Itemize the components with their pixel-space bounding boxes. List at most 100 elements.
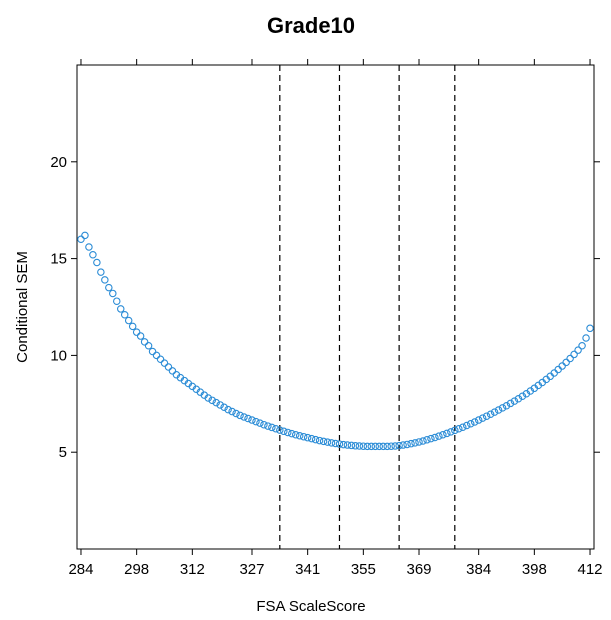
data-point bbox=[419, 437, 427, 445]
data-point bbox=[264, 422, 272, 430]
x-tick-label: 312 bbox=[180, 561, 205, 578]
data-point bbox=[252, 417, 260, 426]
data-point bbox=[490, 408, 499, 416]
data-point bbox=[379, 442, 387, 451]
data-point bbox=[307, 434, 316, 443]
data-point bbox=[403, 440, 411, 449]
data-point bbox=[415, 438, 423, 446]
data-point bbox=[578, 341, 586, 350]
data-point bbox=[443, 429, 451, 438]
x-tick-label: 384 bbox=[466, 561, 491, 578]
x-axis-label: FSA ScaleScore bbox=[256, 598, 365, 615]
data-point bbox=[363, 442, 372, 451]
data-point bbox=[447, 428, 455, 436]
data-point bbox=[220, 403, 228, 412]
data-point bbox=[295, 431, 304, 440]
data-point bbox=[148, 347, 157, 356]
data-point bbox=[339, 440, 348, 449]
data-point bbox=[81, 231, 89, 240]
x-tick-label: 369 bbox=[406, 561, 431, 578]
data-point bbox=[97, 268, 105, 276]
data-point bbox=[323, 438, 332, 446]
x-tick-label: 298 bbox=[124, 561, 149, 578]
data-point bbox=[439, 431, 447, 439]
data-points bbox=[77, 231, 594, 451]
data-point bbox=[451, 426, 459, 435]
y-tick-label: 10 bbox=[50, 347, 67, 364]
data-point bbox=[124, 316, 133, 325]
data-point bbox=[240, 413, 248, 421]
data-point bbox=[236, 411, 244, 420]
data-point bbox=[288, 429, 296, 438]
y-tick-label: 5 bbox=[59, 444, 67, 461]
cut-score-lines bbox=[279, 65, 456, 549]
data-point bbox=[272, 425, 280, 433]
data-point bbox=[244, 414, 252, 423]
data-point bbox=[212, 398, 220, 407]
data-point bbox=[331, 439, 340, 448]
data-point bbox=[315, 436, 324, 445]
data-point bbox=[109, 289, 117, 298]
data-point bbox=[375, 442, 383, 451]
data-point bbox=[371, 442, 380, 451]
y-tick-label: 15 bbox=[50, 251, 67, 268]
data-point bbox=[144, 341, 153, 350]
data-point bbox=[407, 439, 415, 448]
data-point bbox=[216, 401, 224, 409]
data-point bbox=[466, 419, 475, 428]
data-point bbox=[383, 442, 391, 451]
data-point bbox=[120, 310, 129, 319]
data-point bbox=[291, 431, 300, 439]
data-point bbox=[208, 396, 216, 405]
data-point bbox=[391, 442, 399, 450]
data-point bbox=[319, 437, 328, 446]
data-point bbox=[77, 235, 85, 243]
data-point bbox=[558, 362, 566, 370]
data-point bbox=[478, 414, 487, 422]
data-point bbox=[582, 334, 590, 342]
data-point bbox=[260, 420, 268, 429]
x-tick-label: 327 bbox=[239, 561, 264, 578]
data-point bbox=[228, 407, 236, 416]
data-point bbox=[554, 365, 562, 374]
data-point bbox=[280, 427, 288, 436]
data-point bbox=[351, 442, 360, 450]
data-point bbox=[101, 276, 109, 284]
data-point bbox=[232, 409, 240, 418]
data-point bbox=[514, 395, 523, 403]
plot-frame bbox=[76, 64, 595, 550]
data-point bbox=[474, 416, 483, 424]
data-point bbox=[399, 441, 407, 449]
data-point bbox=[116, 305, 125, 313]
data-point bbox=[570, 350, 578, 359]
data-point bbox=[113, 297, 121, 305]
data-point bbox=[518, 392, 527, 400]
data-point bbox=[152, 351, 161, 360]
data-point bbox=[387, 442, 395, 450]
data-point bbox=[168, 367, 177, 375]
data-point bbox=[164, 363, 173, 371]
data-point bbox=[140, 338, 149, 346]
data-point bbox=[85, 243, 93, 251]
data-point bbox=[136, 332, 145, 340]
data-point bbox=[435, 432, 443, 440]
data-point bbox=[482, 412, 491, 420]
data-point bbox=[562, 358, 570, 367]
x-tick-label: 355 bbox=[351, 561, 376, 578]
data-point bbox=[204, 394, 212, 402]
data-point bbox=[586, 324, 594, 333]
data-point bbox=[256, 419, 264, 427]
data-point bbox=[459, 423, 467, 431]
data-point bbox=[89, 250, 97, 259]
data-point bbox=[367, 442, 376, 451]
data-point bbox=[160, 359, 169, 367]
data-point bbox=[128, 322, 137, 331]
data-point bbox=[327, 439, 336, 447]
data-point bbox=[93, 258, 101, 267]
axis-ticks bbox=[71, 59, 600, 555]
data-point bbox=[455, 425, 463, 433]
x-tick-label: 284 bbox=[68, 561, 93, 578]
data-point bbox=[506, 399, 515, 408]
data-point bbox=[462, 421, 471, 430]
